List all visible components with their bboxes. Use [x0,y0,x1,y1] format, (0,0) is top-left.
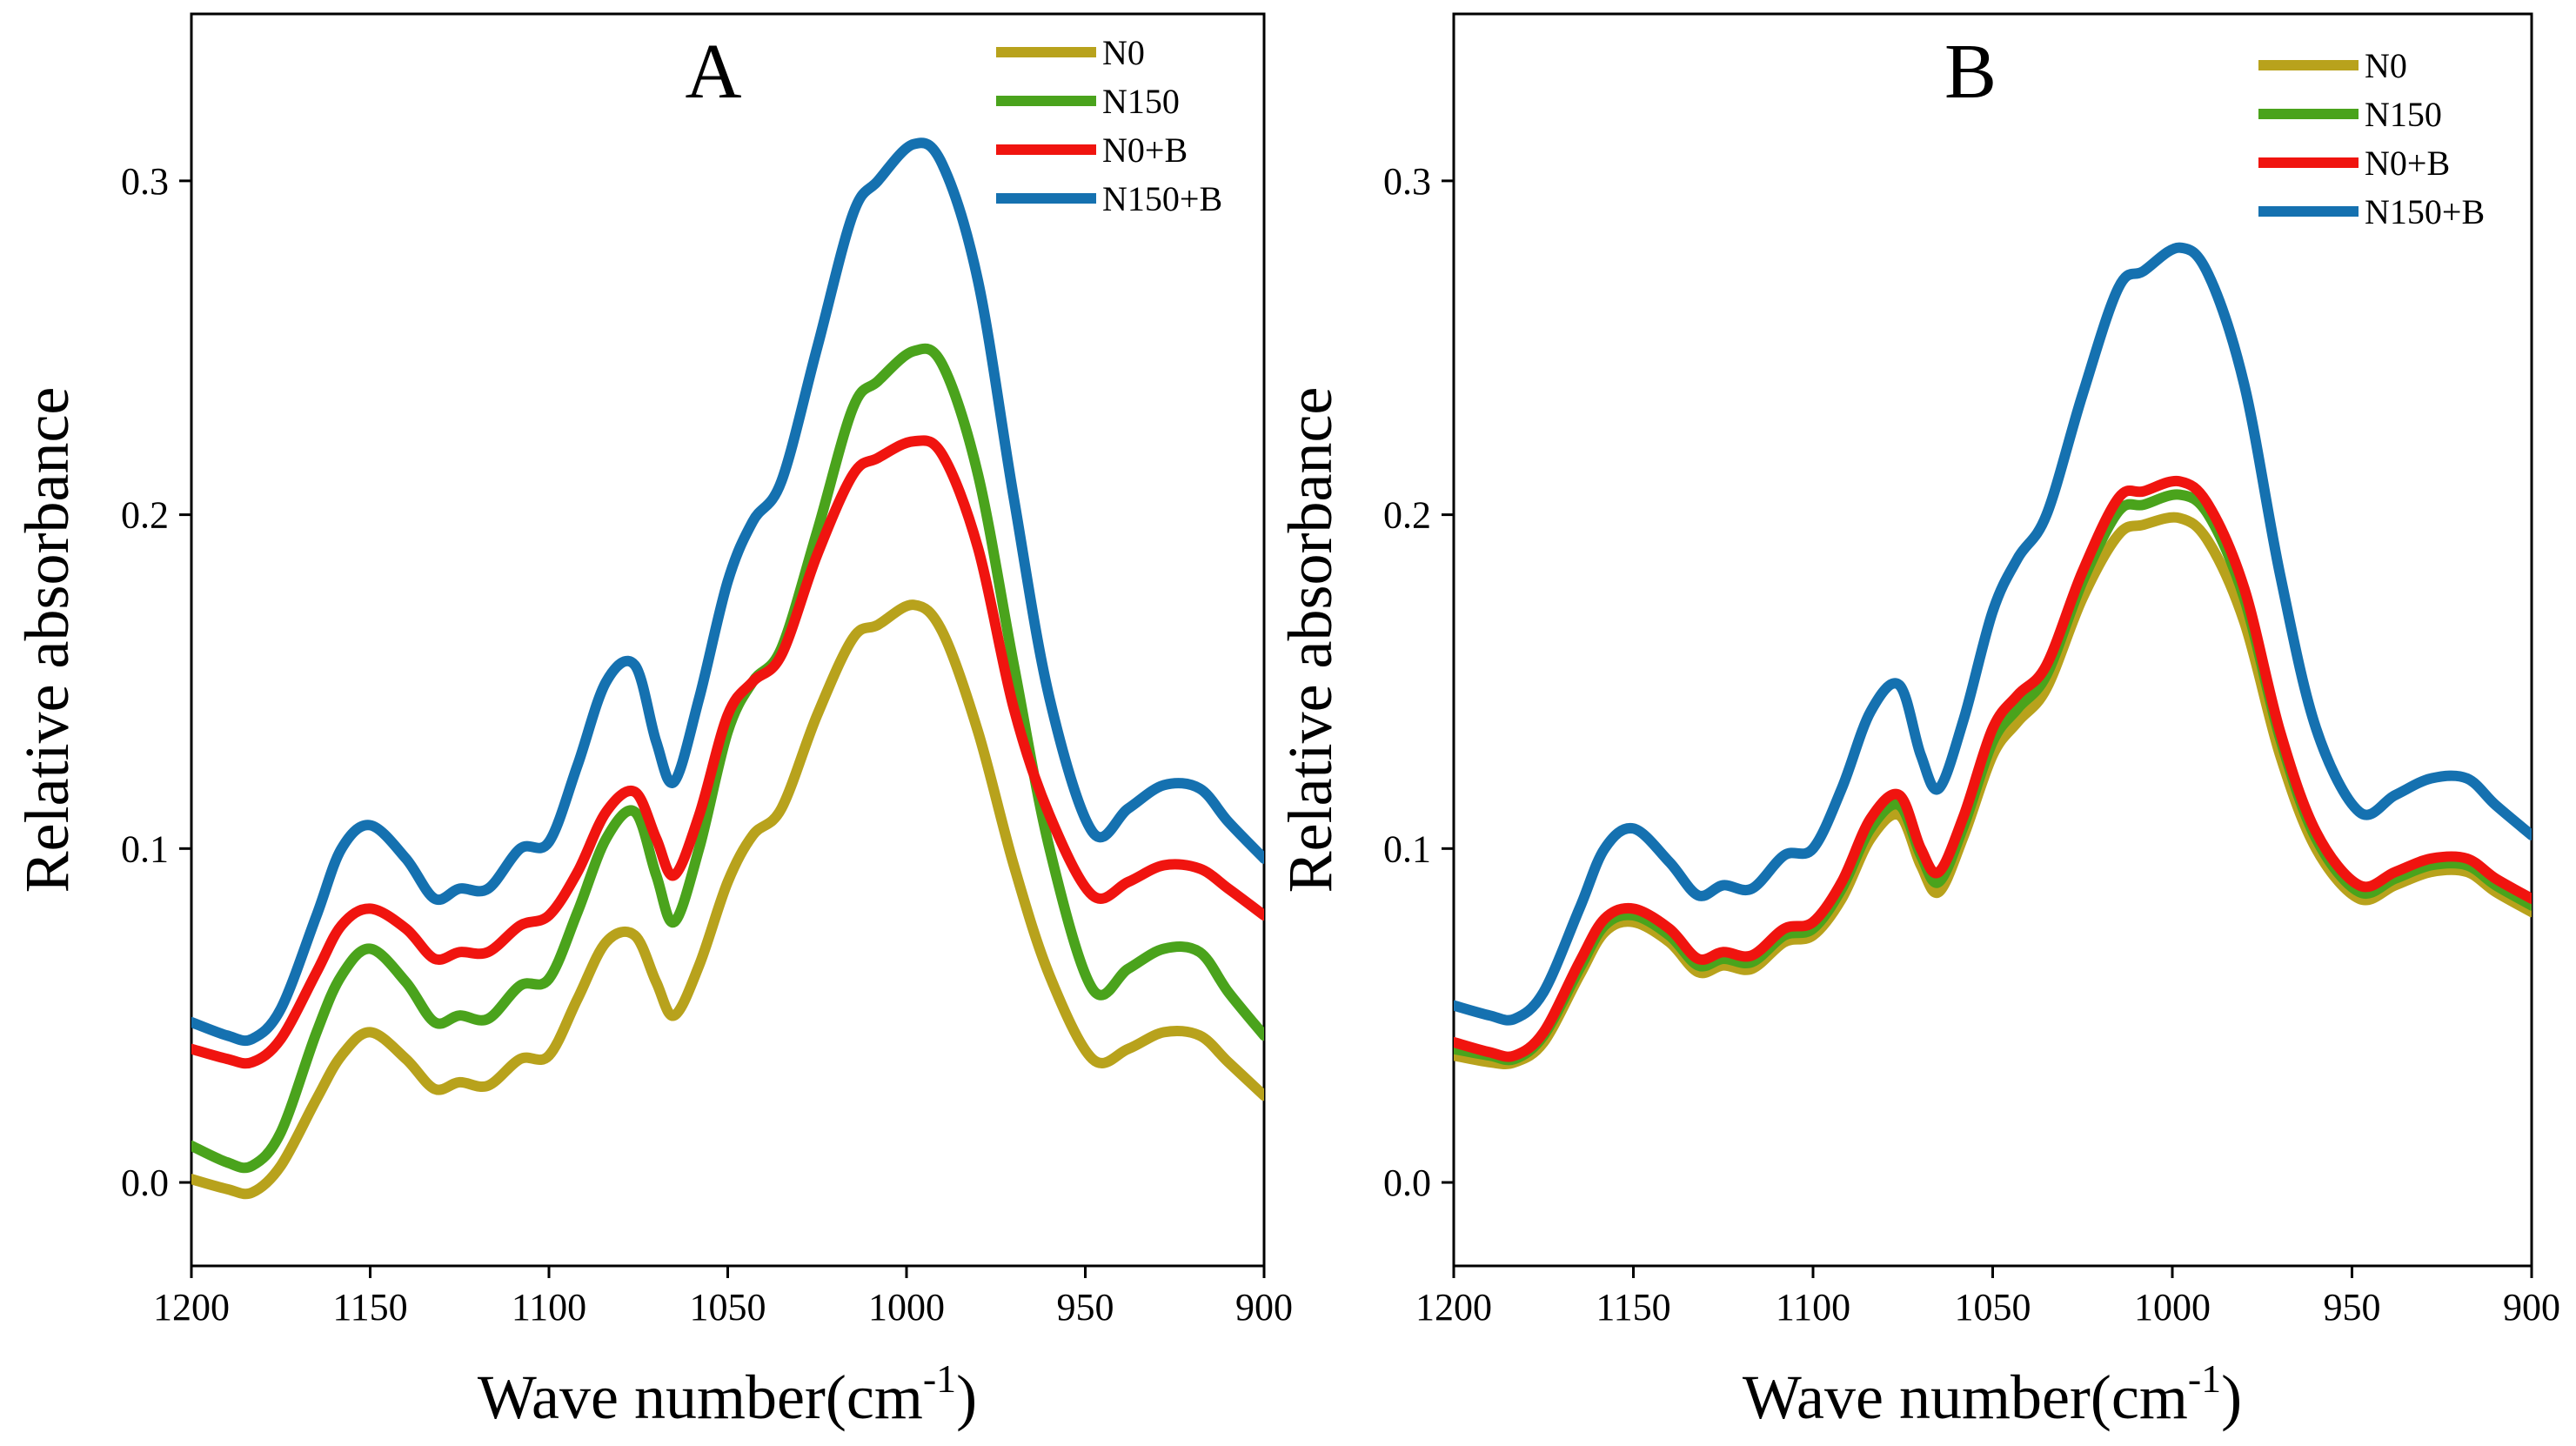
panel-b: 1200 1150 1100 1050 1000 950 900 0.0 0.1 0.2 0.3 Re… [1275,12,2560,1432]
x-axis-title-main: Wave number(cm [478,1362,923,1432]
legend-label: N0 [1102,33,1145,72]
panel-label-b: B [1944,29,1997,115]
x-tick-label: 950 [1057,1286,1114,1329]
x-tick-label: 1050 [690,1286,766,1329]
panel-label-a: A [686,29,742,115]
y-tick-label: 0.2 [1383,494,1431,537]
series-line-n150-plus-b [1454,242,2532,1026]
x-tick-label: 900 [1235,1286,1293,1329]
series-line-n0-plus-b [191,435,1264,1069]
legend-b: N0 N150 N0+B N150+B [2258,46,2485,231]
series-line-n0-plus-b [1454,475,2532,1062]
legend-label: N0+B [2365,144,2450,183]
x-tick-label: 1150 [1596,1286,1670,1329]
legend-label: N0 [2365,46,2407,85]
x-tick-label: 900 [2503,1286,2560,1329]
x-tick-label: 1150 [332,1286,407,1329]
y-axis-title: Relative absorbance [12,387,82,894]
x-tick-label: 1000 [868,1286,945,1329]
x-tick-label: 950 [2324,1286,2381,1329]
y-tick-label: 0.3 [1383,160,1431,203]
series-line-n150 [1454,489,2532,1066]
legend-label: N150+B [1102,179,1222,218]
x-axis-title-close: ) [2221,1362,2242,1432]
y-tick-label: 0.1 [121,827,169,870]
x-tick-label: 1100 [512,1286,586,1329]
legend-label: N150+B [2365,192,2485,231]
x-tick-label: 1200 [1415,1286,1492,1329]
y-tick-label: 0.3 [121,160,169,203]
series-line-n0 [191,599,1264,1200]
legend-label: N150 [1102,82,1180,121]
legend-label: N0+B [1102,131,1188,170]
x-tick-label: 1050 [1955,1286,2031,1329]
series-line-n150 [191,343,1264,1174]
x-axis-title: Wave number(cm-1) [1743,1356,2242,1432]
x-tick-label: 1100 [1776,1286,1850,1329]
legend-a: N0 N150 N0+B N150+B [996,33,1222,218]
y-tick-label: 0.0 [1383,1161,1431,1204]
x-axis-title: Wave number(cm-1) [478,1356,977,1432]
x-axis-title-superscript: -1 [2188,1356,2221,1401]
x-axis-title-close: ) [956,1362,977,1432]
x-axis-title-superscript: -1 [923,1356,956,1401]
x-tick-label: 1000 [2134,1286,2211,1329]
y-axis-title: Relative absorbance [1275,387,1345,894]
x-tick-label: 1200 [153,1286,230,1329]
legend-label: N150 [2365,95,2442,134]
y-tick-label: 0.2 [121,494,169,537]
panel-a: 1200 1150 1100 1050 1000 950 900 0.0 0.1 0.2 0.3 Re… [12,12,1293,1432]
y-tick-label: 0.0 [121,1161,169,1204]
series-line-n150-plus-b [191,137,1264,1047]
x-axis-title-main: Wave number(cm [1743,1362,2188,1432]
y-tick-label: 0.1 [1383,827,1431,870]
